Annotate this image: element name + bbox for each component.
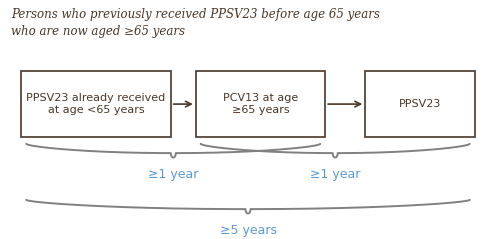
Text: PPSV23 already received
at age <65 years: PPSV23 already received at age <65 years bbox=[27, 93, 166, 115]
Text: PCV13 at age
≥65 years: PCV13 at age ≥65 years bbox=[223, 93, 298, 115]
FancyBboxPatch shape bbox=[196, 71, 325, 137]
Text: Persons who previously received PPSV23 before age 65 years
who are now aged ≥65 : Persons who previously received PPSV23 b… bbox=[12, 8, 380, 38]
FancyBboxPatch shape bbox=[22, 71, 171, 137]
Text: ≥1 year: ≥1 year bbox=[310, 168, 360, 181]
FancyBboxPatch shape bbox=[365, 71, 475, 137]
Text: ≥5 years: ≥5 years bbox=[219, 224, 277, 237]
Text: ≥1 year: ≥1 year bbox=[148, 168, 198, 181]
Text: PPSV23: PPSV23 bbox=[399, 99, 441, 109]
